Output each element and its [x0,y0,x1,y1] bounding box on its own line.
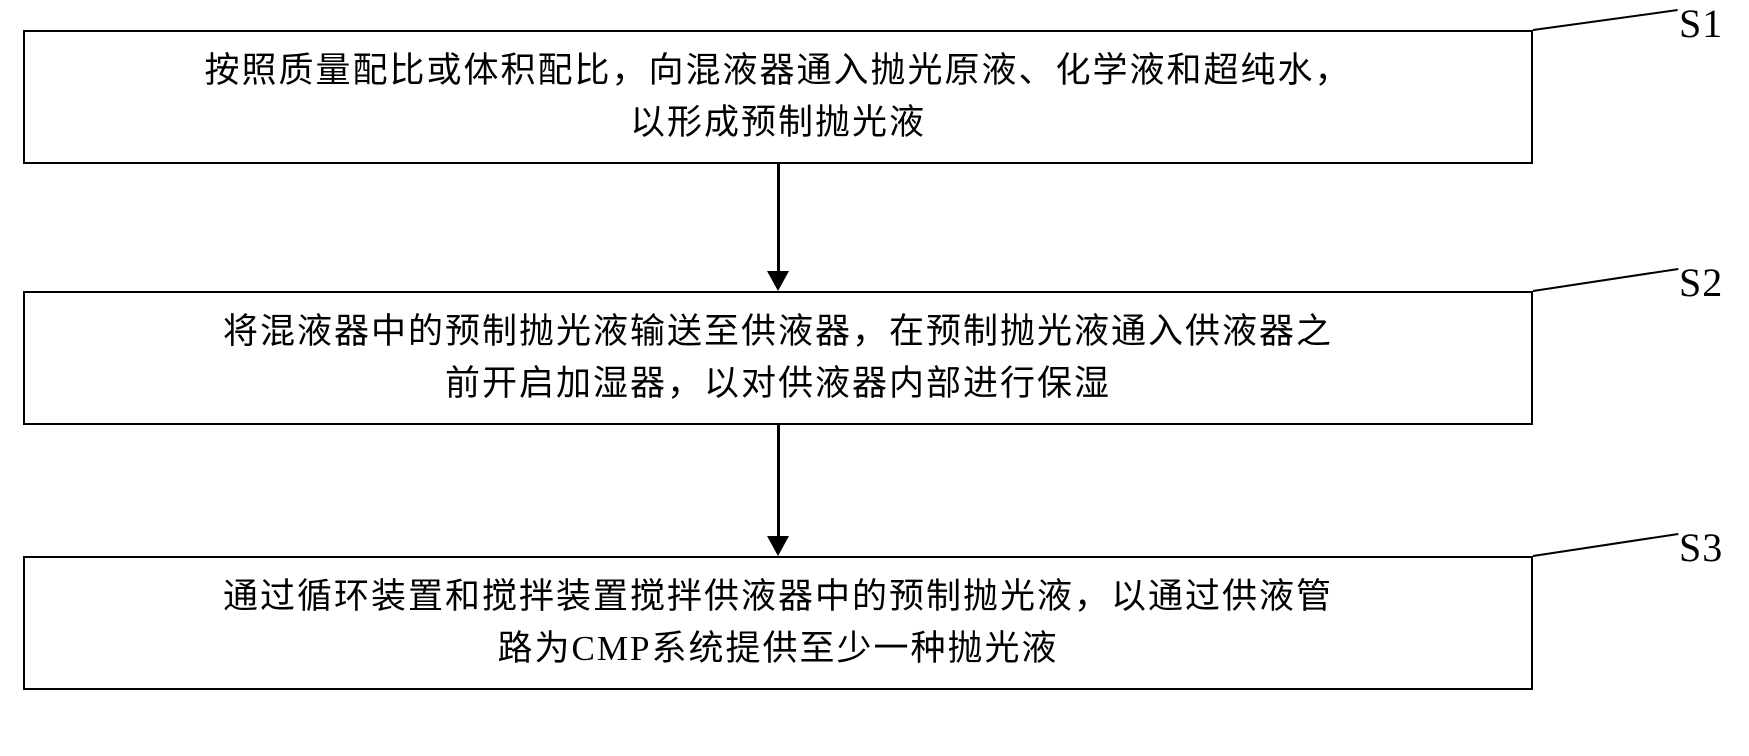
flow-step-s1: 按照质量配比或体积配比，向混液器通入抛光原液、化学液和超纯水， 以形成预制抛光液 [23,30,1533,164]
step-label-s3: S3 [1679,524,1723,571]
step-label-s2: S2 [1679,259,1723,306]
arrow-s2-to-s3 [777,425,780,536]
flow-step-s2-line2: 前开启加湿器，以对供液器内部进行保湿 [445,358,1111,411]
leader-line-s2 [1533,268,1678,292]
leader-line-s3 [1533,533,1678,557]
flowchart-canvas: 按照质量配比或体积配比，向混液器通入抛光原液、化学液和超纯水， 以形成预制抛光液… [0,0,1749,756]
step-label-s1: S1 [1679,0,1723,47]
arrow-s2-to-s3-head-icon [767,536,789,556]
flow-step-s3-line1: 通过循环装置和搅拌装置搅拌供液器中的预制抛光液，以通过供液管 [223,571,1333,624]
flow-step-s2-line1: 将混液器中的预制抛光液输送至供液器，在预制抛光液通入供液器之 [223,306,1333,359]
flow-step-s1-line1: 按照质量配比或体积配比，向混液器通入抛光原液、化学液和超纯水， [204,45,1351,98]
arrow-s1-to-s2 [777,164,780,271]
flow-step-s3: 通过循环装置和搅拌装置搅拌供液器中的预制抛光液，以通过供液管 路为CMP系统提供… [23,556,1533,690]
flow-step-s2: 将混液器中的预制抛光液输送至供液器，在预制抛光液通入供液器之 前开启加湿器，以对… [23,291,1533,425]
flow-step-s3-line2: 路为CMP系统提供至少一种抛光液 [498,623,1059,676]
leader-line-s1 [1533,9,1678,31]
flow-step-s1-line2: 以形成预制抛光液 [630,97,926,150]
arrow-s1-to-s2-head-icon [767,271,789,291]
